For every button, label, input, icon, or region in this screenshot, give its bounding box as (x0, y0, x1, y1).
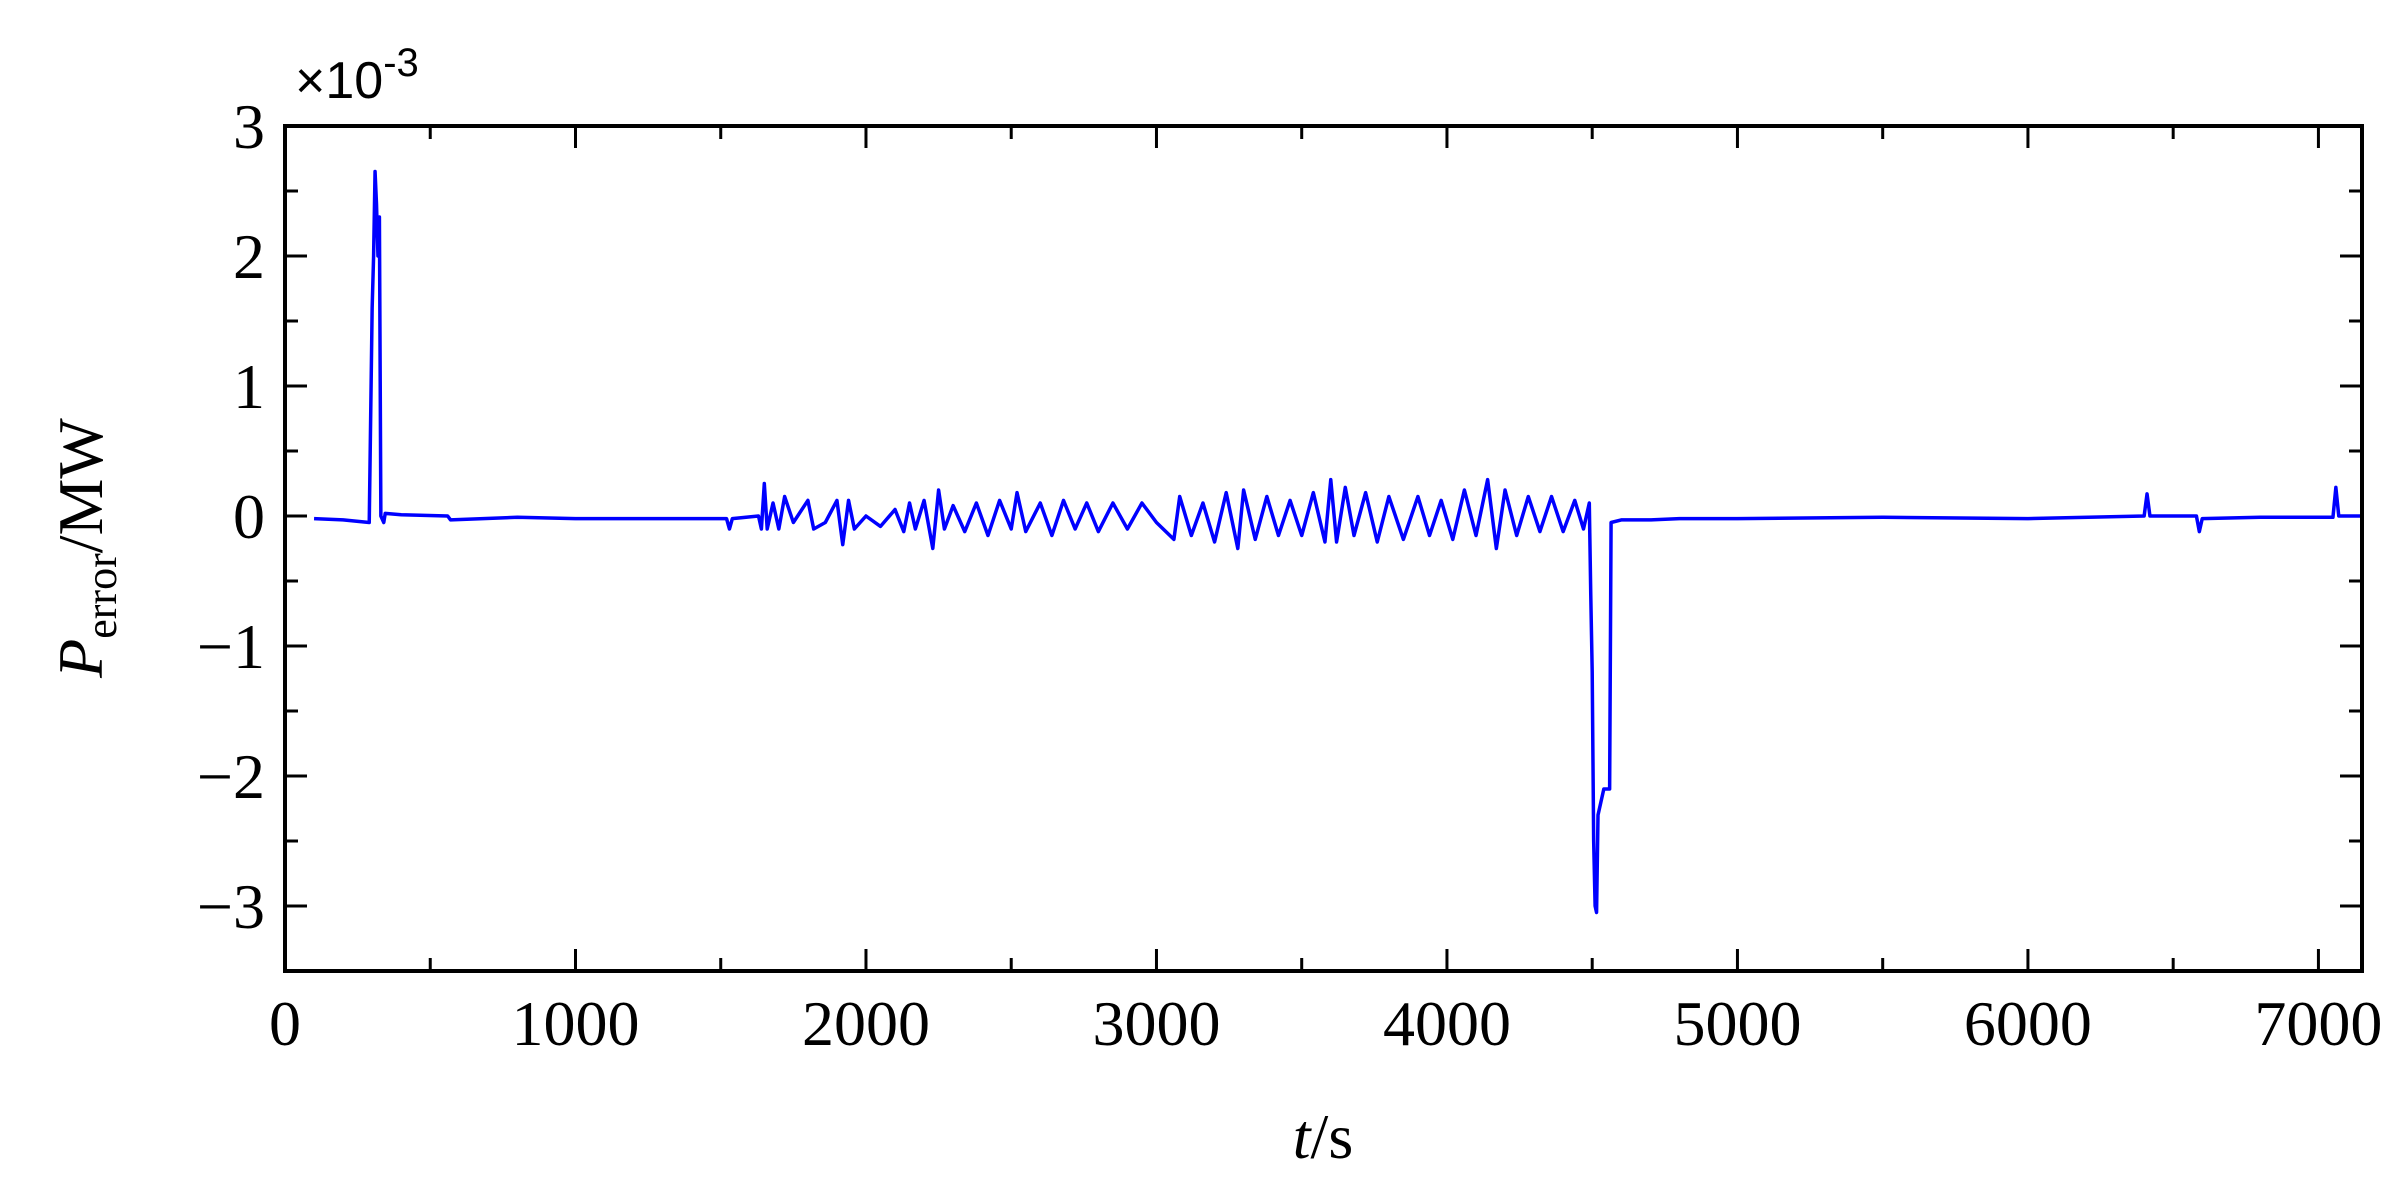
offset-text: ×10-3 (295, 41, 419, 110)
x-tick-label: 2000 (802, 988, 930, 1059)
y-label-subscript: error (77, 553, 126, 639)
data-line (313, 169, 2362, 915)
y-label-unit: /MW (45, 418, 116, 554)
y-axis-label: Perror/MW (45, 418, 126, 679)
x-tick-label: 1000 (511, 988, 639, 1059)
x-tick-label: 4000 (1383, 988, 1511, 1059)
y-tick-label: 3 (233, 91, 265, 162)
x-tick-label: 6000 (1964, 988, 2092, 1059)
offset-exponent: -3 (383, 41, 419, 85)
x-tick-label: 3000 (1092, 988, 1220, 1059)
x-label-symbol: t (1293, 1101, 1313, 1172)
y-tick-label: −1 (197, 611, 265, 682)
y-tick-label: −2 (197, 741, 265, 812)
x-tick-label: 5000 (1673, 988, 1801, 1059)
plot-frame (283, 124, 2364, 973)
x-axis-label: t/s (1293, 1101, 1353, 1172)
x-label-unit: /s (1311, 1101, 1354, 1172)
y-tick-label: 1 (233, 351, 265, 422)
x-tick-label: 7000 (2254, 988, 2382, 1059)
y-tick-label: 0 (233, 481, 265, 552)
offset-base: ×10 (295, 52, 383, 110)
y-label-symbol: P (45, 639, 116, 679)
y-tick-label: −3 (197, 871, 265, 942)
x-tick-label: 0 (269, 988, 301, 1059)
y-tick-label: 2 (233, 221, 265, 292)
